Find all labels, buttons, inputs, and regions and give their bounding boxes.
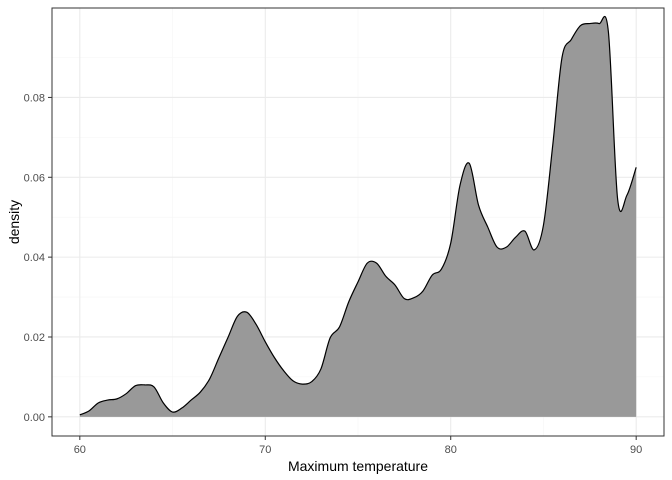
y-axis-title: density: [6, 200, 22, 244]
y-tick-label: 0.08: [24, 92, 45, 104]
y-tick-label: 0.04: [24, 252, 45, 264]
density-area-layer: [79, 15, 637, 417]
x-axis-ticks: 60 70 80 90: [74, 436, 642, 456]
y-axis-ticks: 0.00 0.02 0.04 0.06 0.08: [24, 92, 52, 424]
panel-border: [51, 7, 665, 437]
y-tick-label: 0.06: [24, 172, 45, 184]
y-tick-label: 0.00: [24, 412, 45, 424]
x-axis-title: Maximum temperature: [288, 458, 428, 474]
x-tick-label: 60: [74, 444, 86, 456]
x-tick-label: 70: [259, 444, 271, 456]
density-area: [79, 16, 637, 417]
y-tick-label: 0.02: [24, 332, 45, 344]
density-line: [79, 15, 637, 416]
x-tick-label: 90: [630, 444, 642, 456]
x-tick-label: 80: [445, 444, 457, 456]
